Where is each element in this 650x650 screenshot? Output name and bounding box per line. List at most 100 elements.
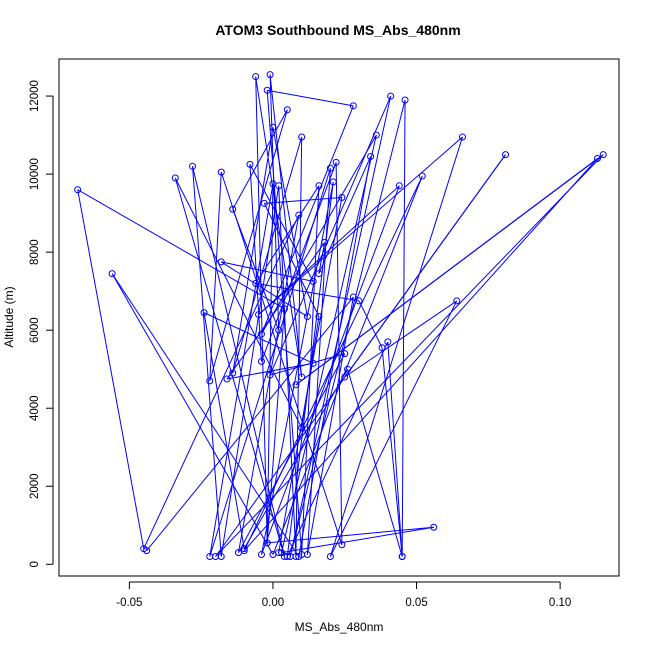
data-point: [298, 133, 306, 141]
series-segment: [278, 185, 297, 557]
data-point: [338, 194, 346, 202]
data-point: [329, 178, 337, 186]
series-segment: [232, 127, 274, 374]
data-point: [171, 174, 179, 182]
data-point: [257, 330, 265, 338]
y-tick-label: 12000: [29, 80, 41, 112]
data-point: [418, 172, 426, 180]
data-point: [593, 154, 601, 162]
data-point: [599, 151, 607, 159]
series-segment: [381, 347, 403, 557]
series-segment: [111, 273, 300, 557]
plot-frame: [58, 58, 620, 577]
data-point: [257, 551, 265, 559]
data-point: [260, 199, 268, 207]
data-point: [338, 541, 346, 549]
data-point: [298, 373, 306, 381]
series-segment: [267, 526, 434, 544]
series-segment: [220, 261, 308, 317]
series-lines: [77, 74, 604, 557]
data-point: [315, 313, 323, 321]
series-segment: [209, 109, 288, 382]
data-point: [240, 547, 248, 555]
series-segment: [192, 166, 222, 557]
data-point: [430, 523, 438, 531]
data-point: [326, 552, 334, 560]
data-point: [378, 344, 386, 352]
series-segment: [329, 300, 458, 557]
data-point: [140, 545, 148, 553]
data-point: [341, 350, 349, 358]
series-segment: [258, 136, 463, 315]
data-point: [252, 73, 260, 81]
series-segment: [358, 300, 383, 348]
series-segment: [77, 189, 285, 310]
data-point: [387, 92, 395, 100]
data-point: [458, 133, 466, 141]
data-point: [229, 205, 237, 213]
series-segment: [232, 136, 303, 374]
y-tick-label: 2000: [29, 473, 41, 499]
series-segment: [269, 95, 392, 376]
data-point: [200, 309, 208, 317]
series-segment: [264, 197, 342, 204]
series-segment: [146, 296, 354, 551]
data-point: [74, 186, 82, 194]
data-point: [263, 86, 271, 94]
data-point: [108, 270, 116, 278]
data-point: [255, 311, 263, 319]
data-point: [280, 305, 288, 313]
x-axis: -0.05 0.00 0.05 0.10: [116, 581, 571, 609]
series-segment: [286, 341, 389, 557]
data-point: [372, 131, 380, 139]
y-tick-label: 8000: [29, 239, 41, 265]
series-segment: [298, 156, 372, 557]
data-point: [275, 326, 283, 334]
data-point: [321, 238, 329, 246]
y-tick-label: 10000: [29, 158, 41, 190]
data-point: [303, 313, 311, 321]
series-segment: [260, 162, 337, 362]
series-segment: [260, 181, 334, 555]
series-segment: [261, 134, 377, 335]
data-point: [395, 182, 403, 190]
data-point: [217, 258, 225, 266]
series-segment: [278, 197, 343, 553]
data-point: [401, 96, 409, 104]
series-points: [74, 71, 607, 560]
chart-title: ATOM3 Southbound MS_Abs_480nm: [215, 22, 460, 38]
series-segment: [249, 164, 262, 362]
series-segment: [263, 203, 320, 317]
series-segment: [220, 185, 280, 557]
y-tick-label: 6000: [29, 317, 41, 343]
series-segment: [209, 183, 274, 557]
data-point: [453, 297, 461, 305]
data-point: [326, 164, 334, 172]
series-segment: [174, 177, 303, 428]
x-tick-label: -0.05: [116, 597, 142, 609]
data-point: [398, 552, 406, 560]
series-segment: [289, 99, 406, 557]
series-segment: [237, 214, 300, 553]
series-segment: [192, 166, 285, 557]
series-segment: [272, 127, 308, 317]
series-segment: [220, 172, 343, 545]
x-tick-label: 0.00: [262, 597, 284, 609]
series-segment: [255, 76, 268, 543]
data-point: [217, 552, 225, 560]
series-segment: [249, 164, 314, 282]
data-point: [309, 277, 317, 285]
data-point: [283, 106, 291, 114]
data-point: [275, 549, 283, 557]
data-point: [257, 357, 265, 365]
series-segment: [318, 242, 326, 274]
series-segment: [243, 368, 349, 549]
series-segment: [318, 156, 372, 274]
series-segment: [209, 172, 222, 381]
data-point: [269, 123, 277, 131]
series-segment: [226, 242, 326, 380]
series-segment: [267, 89, 354, 107]
series-segment: [215, 154, 604, 557]
data-point: [189, 162, 197, 170]
data-point: [223, 375, 231, 383]
